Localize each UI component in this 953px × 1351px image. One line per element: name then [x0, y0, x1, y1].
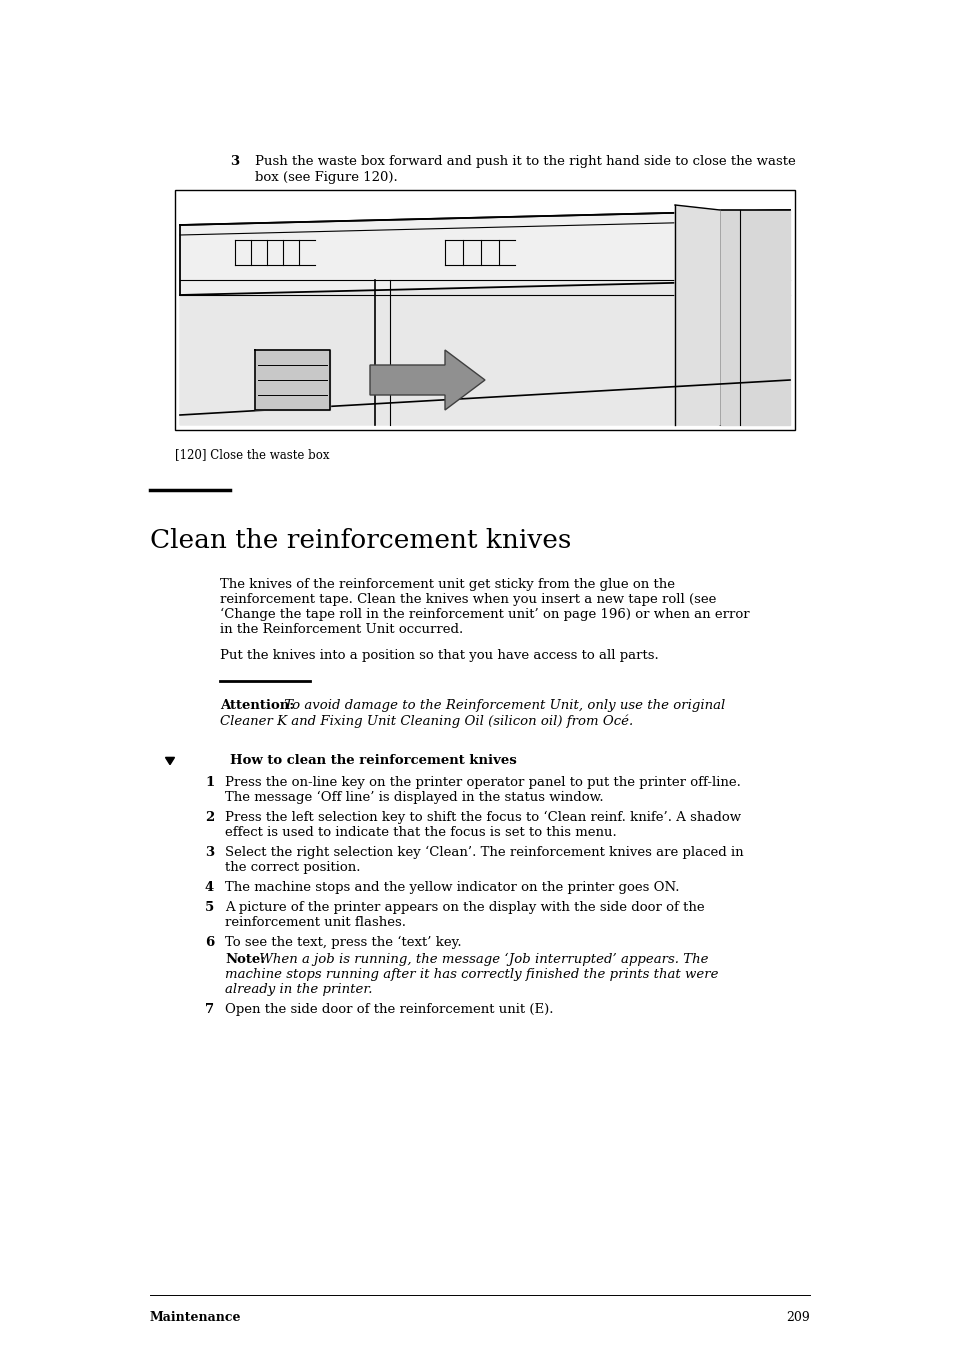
Text: 1: 1: [205, 775, 214, 789]
Text: When a job is running, the message ‘Job interrupted’ appears. The: When a job is running, the message ‘Job …: [254, 952, 708, 966]
Text: reinforcement unit flashes.: reinforcement unit flashes.: [225, 916, 406, 929]
Text: The message ‘Off line’ is displayed in the status window.: The message ‘Off line’ is displayed in t…: [225, 790, 603, 804]
Text: How to clean the reinforcement knives: How to clean the reinforcement knives: [230, 754, 517, 767]
Text: Maintenance: Maintenance: [150, 1310, 241, 1324]
Text: Cleaner K and Fixing Unit Cleaning Oil (silicon oil) from Océ.: Cleaner K and Fixing Unit Cleaning Oil (…: [220, 713, 633, 727]
Text: 209: 209: [785, 1310, 809, 1324]
Text: Attention:: Attention:: [220, 698, 294, 712]
Text: Select the right selection key ‘Clean’. The reinforcement knives are placed in: Select the right selection key ‘Clean’. …: [225, 846, 742, 859]
Bar: [174, 190, 794, 430]
Text: the correct position.: the correct position.: [225, 861, 360, 874]
Text: 5: 5: [205, 901, 214, 915]
Polygon shape: [370, 350, 484, 409]
Text: 7: 7: [205, 1002, 213, 1016]
Text: in the Reinforcement Unit occurred.: in the Reinforcement Unit occurred.: [220, 623, 463, 636]
Text: box (see Figure 120).: box (see Figure 120).: [254, 172, 397, 184]
Text: Push the waste box forward and push it to the right hand side to close the waste: Push the waste box forward and push it t…: [254, 155, 795, 168]
Polygon shape: [165, 758, 174, 765]
Text: already in the printer.: already in the printer.: [225, 984, 372, 996]
Text: The machine stops and the yellow indicator on the printer goes ON.: The machine stops and the yellow indicat…: [225, 881, 679, 894]
Text: machine stops running after it has correctly finished the prints that were: machine stops running after it has corre…: [225, 969, 718, 981]
Text: Press the left selection key to shift the focus to ‘Clean reinf. knife’. A shado: Press the left selection key to shift th…: [225, 811, 740, 824]
Text: 3: 3: [230, 155, 239, 168]
Polygon shape: [180, 280, 789, 426]
Text: [120] Close the waste box: [120] Close the waste box: [174, 449, 329, 461]
Polygon shape: [675, 205, 720, 426]
Polygon shape: [180, 209, 789, 295]
Text: 2: 2: [205, 811, 214, 824]
Text: Clean the reinforcement knives: Clean the reinforcement knives: [150, 528, 571, 553]
Text: The knives of the reinforcement unit get sticky from the glue on the: The knives of the reinforcement unit get…: [220, 578, 675, 590]
Text: effect is used to indicate that the focus is set to this menu.: effect is used to indicate that the focu…: [225, 825, 616, 839]
Text: 6: 6: [205, 936, 214, 948]
Text: Put the knives into a position so that you have access to all parts.: Put the knives into a position so that y…: [220, 648, 659, 662]
Text: A picture of the printer appears on the display with the side door of the: A picture of the printer appears on the …: [225, 901, 704, 915]
Text: Open the side door of the reinforcement unit (E).: Open the side door of the reinforcement …: [225, 1002, 553, 1016]
Text: To see the text, press the ‘text’ key.: To see the text, press the ‘text’ key.: [225, 936, 461, 950]
Text: 3: 3: [205, 846, 213, 859]
Text: 4: 4: [205, 881, 214, 894]
Text: To avoid damage to the Reinforcement Unit, only use the original: To avoid damage to the Reinforcement Uni…: [280, 698, 724, 712]
Text: ‘Change the tape roll in the reinforcement unit’ on page 196) or when an error: ‘Change the tape roll in the reinforceme…: [220, 608, 749, 621]
Text: reinforcement tape. Clean the knives when you insert a new tape roll (see: reinforcement tape. Clean the knives whe…: [220, 593, 716, 607]
Polygon shape: [720, 209, 789, 426]
Polygon shape: [254, 350, 330, 409]
Text: Press the on-line key on the printer operator panel to put the printer off-line.: Press the on-line key on the printer ope…: [225, 775, 740, 789]
Text: Note:: Note:: [225, 952, 265, 966]
